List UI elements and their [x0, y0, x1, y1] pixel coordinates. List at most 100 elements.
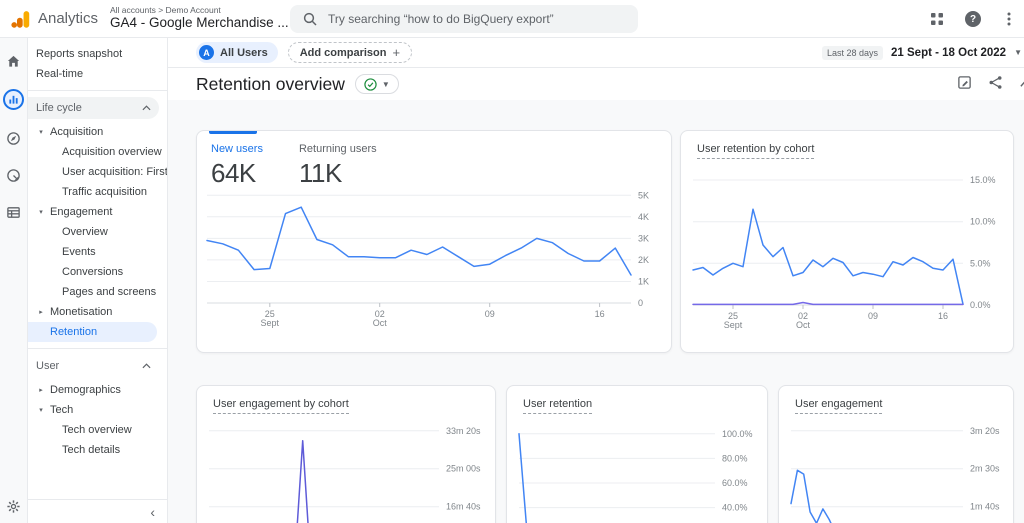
sidebar-item-tech-overview[interactable]: Tech overview: [62, 424, 132, 436]
help-icon[interactable]: ?: [965, 11, 981, 27]
svg-text:02: 02: [375, 309, 385, 319]
svg-text:02: 02: [798, 311, 808, 321]
collapse-sidebar-icon[interactable]: ‹: [150, 503, 155, 520]
svg-text:3m 20s: 3m 20s: [970, 426, 1000, 436]
date-range-preset: Last 28 days: [821, 45, 884, 60]
chevron-up-icon: [142, 105, 151, 111]
admin-gear-icon[interactable]: [5, 497, 23, 515]
sidebar-item-reports-snapshot[interactable]: Reports snapshot: [36, 48, 123, 60]
users-overview-card: New users 64K Returning users 11K 5K 4K 3K…: [196, 130, 672, 353]
tab-new-users[interactable]: New users 64K: [211, 143, 263, 188]
reports-icon[interactable]: [3, 89, 24, 110]
sidebar-item-acquisition[interactable]: ▾ Acquisition: [28, 122, 167, 142]
chevron-expanded-icon[interactable]: ▾: [39, 407, 43, 414]
comparisons-bar: A All Users Add comparison + Last 28 day…: [168, 38, 1024, 68]
explore-icon[interactable]: [5, 129, 23, 147]
customize-report-icon[interactable]: [957, 75, 972, 90]
chevron-expanded-icon[interactable]: ▾: [39, 129, 43, 136]
sidebar-item-conversions[interactable]: Conversions: [62, 266, 124, 278]
sidebar-item-monetisation[interactable]: ▸ Monetisation: [28, 302, 167, 322]
svg-text:40.0%: 40.0%: [722, 503, 748, 513]
analytics-logo-icon: [11, 10, 30, 28]
svg-text:25: 25: [265, 309, 275, 319]
card-title-user-engagement[interactable]: User engagement: [795, 398, 883, 414]
date-range-value: 21 Sept - 18 Oct 2022: [891, 46, 1007, 59]
add-comparison-button[interactable]: Add comparison +: [287, 42, 413, 63]
chevron-collapsed-icon[interactable]: ▸: [39, 309, 43, 316]
svg-text:1K: 1K: [638, 277, 649, 287]
sidebar-item-overview[interactable]: Overview: [62, 226, 108, 238]
new-users-value: 64K: [211, 158, 256, 188]
sidebar-section-user[interactable]: User: [28, 355, 159, 377]
sidebar-item-tech[interactable]: ▾ Tech: [28, 400, 167, 420]
home-icon[interactable]: [5, 52, 23, 70]
selected-tab-indicator: [209, 131, 257, 134]
user-engagement-by-cohort-chart: 33m 20s 25m 00s 16m 40s: [205, 416, 487, 523]
property-switcher[interactable]: All accounts > Demo Account GA4 - Google…: [110, 6, 304, 30]
property-name: GA4 - Google Merchandise ...: [110, 14, 289, 30]
svg-text:5.0%: 5.0%: [970, 258, 991, 268]
sidebar-item-engagement[interactable]: ▾ Engagement: [28, 202, 167, 222]
svg-text:33m 20s: 33m 20s: [446, 426, 481, 436]
svg-text:80.0%: 80.0%: [722, 453, 748, 463]
sidebar-item-pages-and-screens[interactable]: Pages and screens: [62, 286, 157, 298]
chevron-up-icon: [142, 363, 151, 369]
svg-text:3K: 3K: [638, 233, 649, 243]
brand[interactable]: Analytics: [10, 8, 98, 30]
sidebar-item-real-time[interactable]: Real-time: [36, 68, 84, 80]
chevron-down-icon: ▼: [1014, 48, 1022, 57]
svg-text:2K: 2K: [638, 255, 649, 265]
svg-text:1m 40s: 1m 40s: [970, 502, 1000, 512]
report-canvas: New users 64K Returning users 11K 5K 4K 3K…: [168, 100, 1024, 523]
all-users-chip[interactable]: A All Users: [196, 42, 278, 63]
sidebar-item-events[interactable]: Events: [62, 246, 96, 258]
page-title: Retention overview: [196, 73, 345, 94]
data-quality-pill[interactable]: ▼: [354, 74, 399, 94]
sidebar-item-tech-details[interactable]: Tech details: [62, 444, 121, 456]
chevron-expanded-icon[interactable]: ▾: [39, 209, 43, 216]
sidebar-divider: [28, 348, 167, 349]
sidebar-item-acquisition-overview[interactable]: Acquisition overview: [62, 146, 162, 158]
returning-users-value: 11K: [298, 158, 342, 188]
sidebar-section-life-cycle[interactable]: Life cycle: [28, 97, 159, 119]
svg-text:2m 30s: 2m 30s: [970, 464, 1000, 474]
plus-icon: +: [392, 45, 401, 60]
user-retention-card: User retention 100.0% 80.0% 60.0% 40.0%: [506, 385, 768, 523]
app-name: Analytics: [37, 10, 98, 27]
svg-text:16: 16: [595, 309, 605, 319]
insights-icon[interactable]: [1019, 75, 1024, 90]
share-report-icon[interactable]: [988, 75, 1003, 90]
main-content: A All Users Add comparison + Last 28 day…: [168, 38, 1024, 523]
sidebar-item-user-acquisition-first-user[interactable]: User acquisition: First user ...: [62, 166, 167, 178]
segment-a-avatar: A: [199, 45, 214, 60]
kebab-menu-icon[interactable]: [1000, 10, 1018, 28]
date-range-picker[interactable]: Last 28 days 21 Sept - 18 Oct 2022 ▼: [821, 45, 1022, 60]
svg-text:16m 40s: 16m 40s: [446, 502, 481, 512]
org-grid-icon[interactable]: [928, 10, 946, 28]
user-engagement-card: User engagement 3m 20s 2m 30s 1m 40s: [778, 385, 1014, 523]
svg-text:15.0%: 15.0%: [970, 175, 996, 185]
svg-text:5K: 5K: [638, 190, 649, 200]
user-engagement-chart: 3m 20s 2m 30s 1m 40s: [787, 416, 1005, 523]
check-circle-icon: [364, 77, 377, 91]
svg-text:Oct: Oct: [373, 318, 388, 328]
svg-text:4K: 4K: [638, 212, 649, 222]
sidebar-item-demographics[interactable]: ▸ Demographics: [28, 380, 167, 400]
search-input[interactable]: Try searching “how to do BigQuery export…: [290, 5, 638, 33]
tab-returning-users[interactable]: Returning users 11K: [298, 143, 377, 188]
report-title-row: Retention overview ▼: [168, 68, 1024, 100]
card-title-user-engagement-by-cohort[interactable]: User engagement by cohort: [213, 398, 349, 414]
card-title-user-retention-by-cohort[interactable]: User retention by cohort: [697, 143, 815, 159]
sidebar-item-traffic-acquisition[interactable]: Traffic acquisition: [62, 186, 147, 198]
svg-text:09: 09: [868, 311, 878, 321]
library-icon[interactable]: [5, 203, 23, 221]
sidebar-item-retention[interactable]: Retention: [28, 322, 157, 342]
nav-rail: [0, 38, 28, 523]
svg-text:25m 00s: 25m 00s: [446, 464, 481, 474]
all-users-label: All Users: [220, 46, 268, 59]
user-retention-by-cohort-chart: 15.0% 10.0% 5.0% 0.0% 25 Sept 02 Oct 09 16: [689, 167, 1005, 335]
chevron-collapsed-icon[interactable]: ▸: [39, 387, 43, 394]
card-title-user-retention[interactable]: User retention: [523, 398, 593, 414]
advertising-icon[interactable]: [5, 166, 23, 184]
